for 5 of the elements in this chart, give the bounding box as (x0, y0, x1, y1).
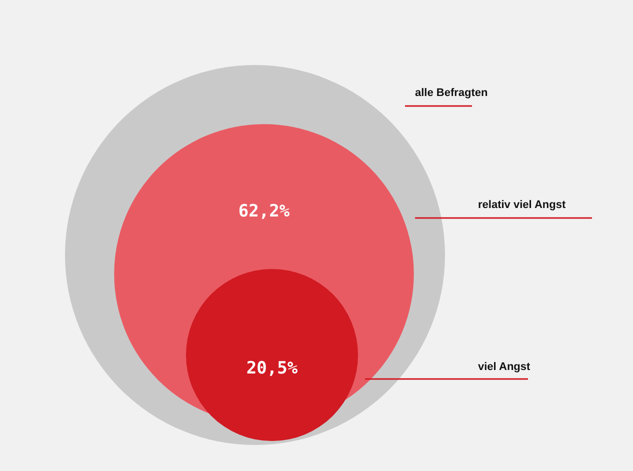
category-label: viel Angst (478, 361, 530, 373)
data-label: 20,5% (246, 358, 298, 378)
data-label: 62,2% (238, 201, 290, 222)
category-label: alle Befragten (415, 87, 488, 99)
category-label: relativ viel Angst (478, 199, 566, 211)
